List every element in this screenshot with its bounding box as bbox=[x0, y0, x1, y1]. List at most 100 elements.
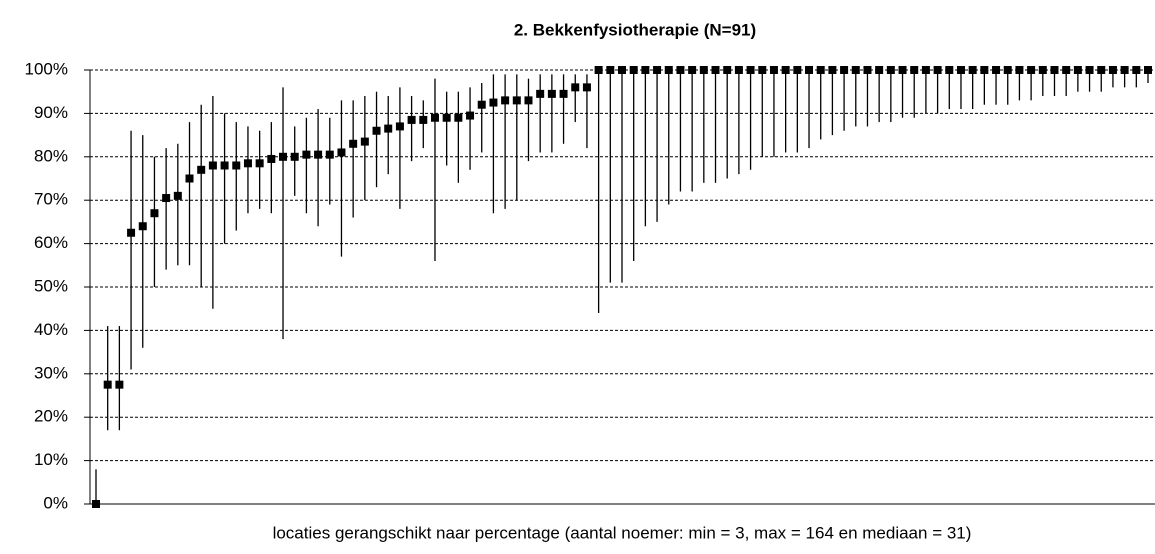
point bbox=[512, 96, 521, 105]
point bbox=[898, 66, 907, 74]
point bbox=[115, 380, 124, 389]
point bbox=[594, 66, 603, 74]
point bbox=[711, 66, 720, 74]
point bbox=[910, 66, 919, 74]
point bbox=[267, 154, 276, 163]
point bbox=[337, 148, 346, 157]
point bbox=[302, 150, 311, 159]
point bbox=[384, 124, 393, 133]
point bbox=[197, 165, 206, 174]
point bbox=[220, 161, 229, 170]
point bbox=[933, 66, 942, 74]
point bbox=[185, 174, 194, 183]
point bbox=[1050, 66, 1059, 74]
point bbox=[828, 66, 837, 74]
point bbox=[290, 152, 299, 161]
point bbox=[1062, 66, 1071, 74]
point bbox=[501, 96, 510, 105]
point bbox=[992, 66, 1001, 74]
point bbox=[816, 66, 825, 74]
y-tick-label: 30% bbox=[34, 363, 68, 382]
y-tick-label: 40% bbox=[34, 320, 68, 339]
y-tick-label: 0% bbox=[43, 493, 68, 512]
point bbox=[232, 161, 241, 170]
point bbox=[208, 161, 217, 170]
point bbox=[454, 113, 463, 122]
point bbox=[325, 150, 334, 159]
point bbox=[875, 66, 884, 74]
y-tick-label: 70% bbox=[34, 190, 68, 209]
point bbox=[430, 113, 439, 122]
point bbox=[1085, 66, 1094, 74]
point bbox=[863, 66, 872, 74]
chart-title: 2. Bekkenfysiotherapie (N=91) bbox=[514, 20, 756, 39]
point bbox=[582, 83, 591, 92]
point bbox=[886, 66, 895, 74]
point bbox=[699, 66, 708, 74]
point bbox=[734, 66, 743, 74]
point bbox=[536, 89, 545, 98]
point bbox=[279, 152, 288, 161]
point bbox=[1038, 66, 1047, 74]
point bbox=[641, 66, 650, 74]
point bbox=[980, 66, 989, 74]
y-tick-label: 60% bbox=[34, 233, 68, 252]
point bbox=[1120, 66, 1129, 74]
x-axis-label: locaties gerangschikt naar percentage (a… bbox=[273, 523, 972, 542]
point bbox=[618, 66, 626, 74]
y-tick-label: 80% bbox=[34, 146, 68, 165]
point bbox=[606, 66, 615, 74]
point bbox=[150, 209, 159, 218]
point bbox=[489, 98, 498, 107]
point bbox=[676, 66, 685, 74]
point bbox=[921, 66, 930, 74]
point bbox=[92, 500, 100, 508]
point bbox=[243, 159, 252, 168]
point bbox=[314, 150, 323, 159]
point bbox=[442, 113, 451, 122]
point bbox=[162, 194, 171, 203]
point bbox=[781, 66, 790, 74]
point bbox=[956, 66, 965, 74]
point bbox=[407, 115, 416, 124]
point bbox=[723, 66, 732, 74]
y-tick-label: 100% bbox=[25, 59, 68, 78]
point bbox=[255, 159, 264, 168]
point bbox=[571, 83, 580, 92]
point bbox=[1073, 66, 1082, 74]
y-tick-label: 20% bbox=[34, 407, 68, 426]
point bbox=[1027, 66, 1036, 74]
point bbox=[664, 66, 673, 74]
point bbox=[466, 111, 475, 120]
point bbox=[372, 126, 381, 135]
point bbox=[1097, 66, 1106, 74]
point bbox=[419, 115, 428, 124]
point bbox=[395, 122, 404, 131]
point bbox=[629, 66, 638, 74]
point bbox=[968, 66, 977, 74]
point bbox=[1132, 66, 1141, 74]
point bbox=[758, 66, 767, 74]
point bbox=[127, 228, 136, 237]
point bbox=[688, 66, 697, 74]
point bbox=[173, 191, 182, 200]
point bbox=[360, 137, 369, 146]
point bbox=[349, 139, 358, 148]
point bbox=[559, 89, 568, 98]
point bbox=[840, 66, 849, 74]
point bbox=[477, 100, 486, 109]
point bbox=[1015, 66, 1024, 74]
y-tick-label: 10% bbox=[34, 450, 68, 469]
point bbox=[138, 222, 147, 231]
y-tick-label: 90% bbox=[34, 103, 68, 122]
point bbox=[1108, 66, 1117, 74]
point bbox=[793, 66, 802, 74]
y-tick-label: 50% bbox=[34, 276, 68, 295]
point bbox=[103, 380, 112, 389]
point bbox=[851, 66, 860, 74]
point bbox=[653, 66, 662, 74]
point bbox=[1144, 66, 1152, 74]
point bbox=[746, 66, 755, 74]
